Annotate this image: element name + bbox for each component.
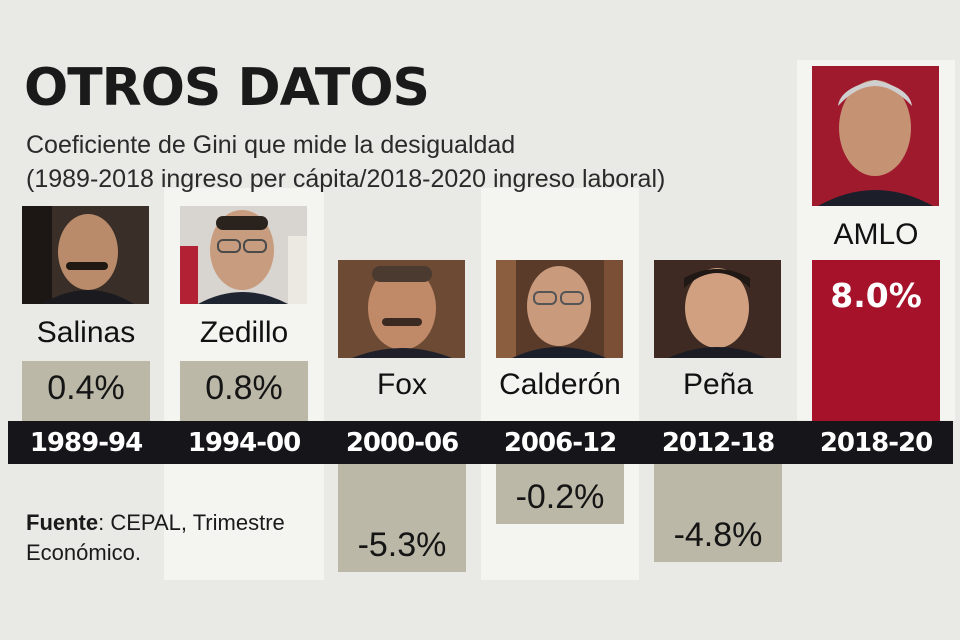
value-label-2006-12: -0.2% <box>515 478 605 516</box>
bar-2000-06 <box>338 464 466 572</box>
bar-1989-94 <box>22 361 150 421</box>
salinas-photo <box>22 206 149 304</box>
period-label-2018-20: 2018-20 <box>819 428 933 458</box>
president-name-zedillo: Zedillo <box>199 316 289 349</box>
president-name-pena: Peña <box>682 368 754 401</box>
value-label-2018-20: 8.0% <box>830 276 922 315</box>
bar-2012-18 <box>654 464 782 562</box>
fox-photo <box>338 260 465 358</box>
president-name-calderon: Calderón <box>499 368 621 401</box>
pena-photo <box>654 260 781 358</box>
period-label-1989-94: 1989-94 <box>29 428 143 458</box>
zedillo-photo <box>180 206 307 304</box>
subtitle-line-1: Coeficiente de Gini que mide la desigual… <box>26 131 516 159</box>
period-label-1994-00: 1994-00 <box>187 428 301 458</box>
source-label: Fuente <box>26 510 99 535</box>
period-band <box>8 421 953 464</box>
president-name-amlo: AMLO <box>833 218 919 251</box>
value-label-2000-06: -5.3% <box>357 526 447 564</box>
president-name-salinas: Salinas <box>36 316 136 349</box>
value-label-1994-00: 0.8% <box>205 369 283 407</box>
period-label-2012-18: 2012-18 <box>661 428 775 458</box>
source-note: Fuente: CEPAL, Trimestre Económico. <box>26 508 316 568</box>
subtitle-line-2: (1989-2018 ingreso per cápita/2018-2020 … <box>26 165 666 193</box>
calderon-photo <box>496 260 623 358</box>
president-name-fox: Fox <box>376 368 427 401</box>
source-text: : CEPAL, Trimestre Económico. <box>26 510 285 565</box>
bar-2006-12 <box>496 464 624 524</box>
amlo-photo <box>812 66 939 206</box>
bar-1994-00 <box>180 361 308 421</box>
period-label-2000-06: 2000-06 <box>345 428 459 458</box>
bar-2018-20 <box>812 260 940 421</box>
period-label-2006-12: 2006-12 <box>503 428 617 458</box>
value-label-2012-18: -4.8% <box>673 516 763 554</box>
chart-subtitle: Coeficiente de Gini que mide la desigual… <box>26 128 665 196</box>
chart-title: OTROS DATOS <box>24 58 430 118</box>
value-label-1989-94: 0.4% <box>47 369 125 407</box>
